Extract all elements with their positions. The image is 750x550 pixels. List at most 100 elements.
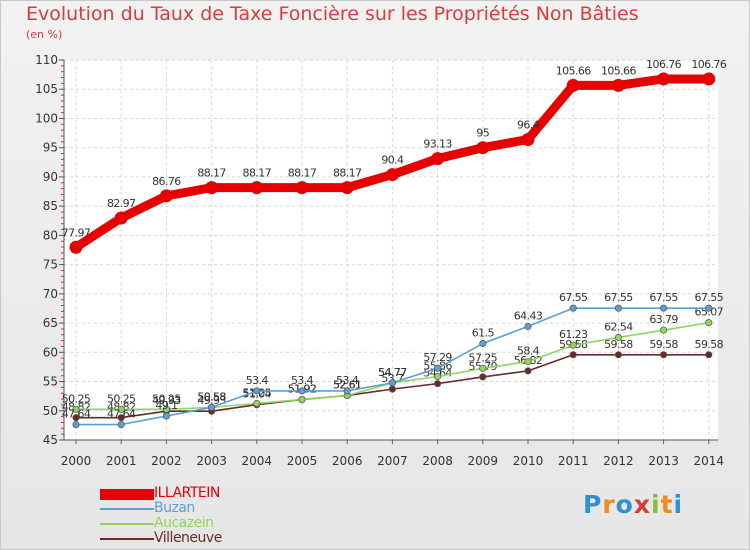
data-label: 58.4 — [517, 345, 540, 358]
data-label: 88.17 — [197, 167, 226, 180]
data-label: 63.79 — [649, 313, 678, 326]
data-point — [614, 304, 622, 312]
y-tick-label: 75 — [43, 258, 58, 272]
data-point — [569, 351, 577, 359]
y-tick-label: 85 — [43, 199, 58, 213]
data-point — [117, 421, 125, 429]
x-tick-label: 2012 — [603, 454, 634, 468]
y-tick-label: 50 — [43, 404, 58, 418]
data-label: 50.25 — [152, 392, 181, 405]
data-point — [434, 380, 442, 388]
data-label: 82.97 — [107, 197, 136, 210]
data-label: 96.4 — [517, 119, 540, 132]
data-label: 67.55 — [649, 291, 678, 304]
y-tick-label: 90 — [43, 170, 58, 184]
data-label: 53.4 — [336, 374, 359, 387]
data-label: 106.76 — [691, 58, 726, 71]
data-label: 49.1 — [155, 399, 177, 412]
data-point — [569, 341, 577, 349]
data-label: 67.55 — [604, 291, 633, 304]
data-point — [72, 414, 80, 422]
data-label: 50.58 — [197, 390, 226, 403]
data-point — [388, 385, 396, 393]
data-point — [521, 133, 535, 147]
data-point — [162, 412, 170, 420]
y-tick-label: 105 — [35, 82, 58, 96]
x-tick-label: 2010 — [513, 454, 544, 468]
data-label: 59.58 — [695, 338, 724, 351]
logo-letter: i — [651, 490, 661, 519]
data-point — [479, 364, 487, 372]
x-tick-label: 2009 — [468, 454, 499, 468]
data-point — [250, 181, 264, 195]
x-tick-label: 2001 — [106, 454, 137, 468]
data-point — [295, 181, 309, 195]
y-tick-label: 55 — [43, 375, 58, 389]
data-point — [208, 403, 216, 411]
data-point — [253, 387, 261, 395]
data-point — [343, 387, 351, 395]
data-point — [385, 168, 399, 182]
chart-subtitle: (en %) — [26, 28, 63, 41]
legend-swatch — [100, 488, 154, 500]
logo-letter: o — [615, 490, 634, 519]
data-label: 53.4 — [291, 374, 314, 387]
data-label: 59.58 — [604, 338, 633, 351]
data-label: 106.76 — [646, 58, 681, 71]
data-label: 67.55 — [559, 291, 588, 304]
x-tick-label: 2013 — [648, 454, 679, 468]
x-tick-label: 2006 — [332, 454, 363, 468]
x-tick-label: 2002 — [151, 454, 182, 468]
data-label: 47.64 — [62, 408, 91, 421]
y-tick-label: 110 — [35, 53, 58, 67]
data-point — [614, 333, 622, 342]
y-tick-label: 100 — [35, 111, 58, 125]
data-point — [159, 189, 173, 203]
data-label: 105.66 — [556, 64, 591, 77]
data-point — [205, 181, 219, 195]
plot-area — [64, 60, 718, 440]
data-point — [479, 339, 487, 348]
data-point — [479, 373, 487, 381]
data-point — [566, 78, 580, 92]
data-label: 88.17 — [333, 167, 362, 180]
x-tick-label: 2003 — [196, 454, 227, 468]
data-point — [705, 351, 713, 359]
legend-swatch — [100, 523, 154, 525]
x-tick-label: 2004 — [242, 454, 273, 468]
data-point — [340, 181, 354, 195]
data-label: 88.17 — [243, 167, 272, 180]
data-label: 49.93 — [152, 394, 181, 407]
data-label: 93.13 — [423, 138, 452, 151]
x-tick-label: 2000 — [61, 454, 92, 468]
data-label: 61.23 — [559, 328, 588, 341]
y-tick-label: 60 — [43, 345, 58, 359]
y-tick-label: 80 — [43, 228, 58, 242]
logo-letter: r — [602, 490, 616, 519]
y-tick-label: 95 — [43, 141, 58, 155]
y-tick-label: 65 — [43, 316, 58, 330]
data-label: 50.58 — [197, 390, 226, 403]
data-label: 50.25 — [62, 392, 91, 405]
data-label: 53.4 — [246, 374, 269, 387]
data-label: 52.61 — [333, 379, 362, 392]
data-point — [660, 351, 668, 359]
data-label: 59.58 — [649, 338, 678, 351]
data-point — [611, 78, 625, 92]
data-point — [476, 141, 490, 155]
data-point — [434, 372, 442, 381]
x-tick-label: 2008 — [422, 454, 453, 468]
data-label: 54.77 — [378, 366, 407, 379]
logo-letter: i — [673, 490, 684, 519]
data-label: 77.97 — [62, 226, 91, 239]
logo-letter: t — [660, 490, 674, 519]
data-point — [298, 395, 306, 404]
logo-letter: x — [633, 490, 651, 519]
data-point — [660, 326, 668, 334]
x-tick-label: 2005 — [287, 454, 318, 468]
y-tick-label: 70 — [43, 287, 58, 301]
data-point — [524, 322, 532, 330]
logo-letter: P — [583, 490, 603, 519]
data-label: 57.25 — [469, 351, 498, 364]
